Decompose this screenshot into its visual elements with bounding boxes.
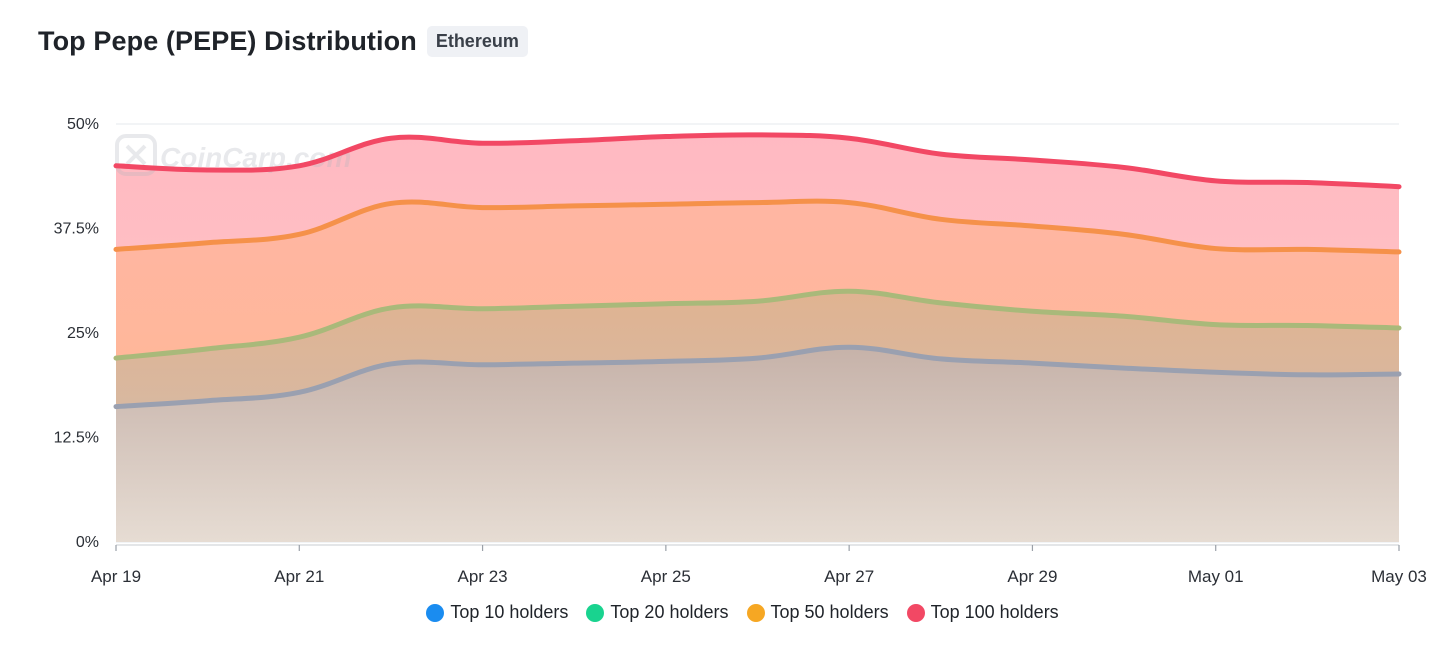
x-tick-label: Apr 25 xyxy=(641,567,691,586)
legend-label: Top 10 holders xyxy=(450,602,569,622)
area-band xyxy=(116,291,1399,407)
legend-dot-icon xyxy=(746,603,765,622)
y-tick-label: 12.5% xyxy=(54,430,99,447)
x-tick-label: May 01 xyxy=(1188,567,1244,586)
y-tick-label: 25% xyxy=(67,325,99,342)
area-band xyxy=(116,347,1399,542)
coincarp-logo-icon xyxy=(115,134,157,176)
legend-item[interactable]: Top 100 holders xyxy=(906,602,1059,623)
legend-dot-icon xyxy=(586,603,605,622)
legend-label: Top 100 holders xyxy=(930,602,1059,622)
series-line[interactable] xyxy=(113,132,1402,190)
series-line[interactable] xyxy=(113,344,1402,410)
legend-dot-icon xyxy=(426,603,445,622)
x-tick-label: May 03 xyxy=(1371,567,1427,586)
axes: 0% 12.5% 25% 37.5% 50% Apr 19 Apr 21 Apr 23 Apr … xyxy=(54,116,1427,586)
area-band xyxy=(116,201,1399,359)
x-tick-label: Apr 27 xyxy=(824,567,874,586)
series-line[interactable] xyxy=(113,198,1402,255)
y-tick-label: 37.5% xyxy=(54,221,99,238)
chart-header: Top Pepe (PEPE) Distribution Ethereum xyxy=(38,26,528,57)
series-line[interactable] xyxy=(113,288,1402,361)
network-badge[interactable]: Ethereum xyxy=(426,26,528,57)
x-tick-label: Apr 21 xyxy=(274,567,324,586)
legend-label: Top 20 holders xyxy=(610,602,729,622)
x-tick-label: Apr 23 xyxy=(458,567,508,586)
chart-legend: Top 10 holders Top 20 holders Top 50 holde… xyxy=(0,602,1456,623)
x-tick-label: Apr 29 xyxy=(1007,567,1057,586)
area-fills xyxy=(116,134,1399,542)
legend-dot-icon xyxy=(906,603,925,622)
legend-item[interactable]: Top 10 holders xyxy=(426,602,568,623)
chart-title: Top Pepe (PEPE) Distribution xyxy=(38,26,417,56)
series-lines xyxy=(113,132,1402,410)
legend-label: Top 50 holders xyxy=(770,602,889,622)
x-tick-label: Apr 19 xyxy=(91,567,141,586)
legend-item[interactable]: Top 50 holders xyxy=(746,602,889,623)
y-tick-label: 50% xyxy=(67,116,99,133)
y-tick-label: 0% xyxy=(76,534,99,551)
legend-item[interactable]: Top 20 holders xyxy=(586,602,729,623)
